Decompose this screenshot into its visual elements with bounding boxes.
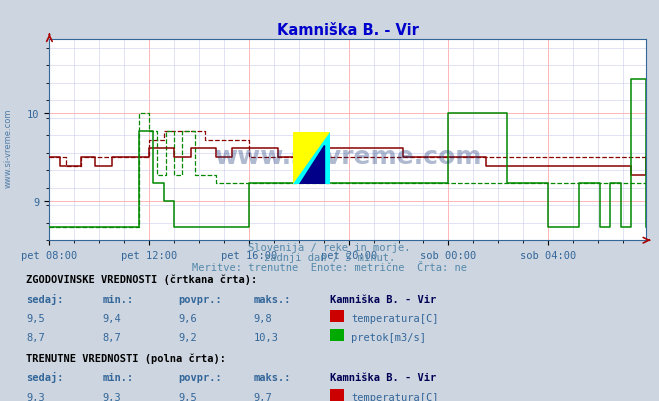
Text: 9,3: 9,3: [102, 392, 121, 401]
Text: ZGODOVINSKE VREDNOSTI (črtkana črta):: ZGODOVINSKE VREDNOSTI (črtkana črta):: [26, 274, 258, 285]
Text: Kamniška B. - Vir: Kamniška B. - Vir: [330, 373, 436, 383]
Text: povpr.:: povpr.:: [178, 294, 221, 304]
Text: 10,3: 10,3: [254, 332, 279, 342]
Text: 9,3: 9,3: [26, 392, 45, 401]
Text: min.:: min.:: [102, 294, 133, 304]
Text: 9,5: 9,5: [178, 392, 196, 401]
Text: maks.:: maks.:: [254, 294, 291, 304]
Text: Kamniška B. - Vir: Kamniška B. - Vir: [330, 294, 436, 304]
Text: pretok[m3/s]: pretok[m3/s]: [351, 332, 426, 342]
Text: zadnji dan / 5 minut.: zadnji dan / 5 minut.: [264, 253, 395, 263]
Text: temperatura[C]: temperatura[C]: [351, 392, 439, 401]
Polygon shape: [293, 132, 330, 184]
Text: sedaj:: sedaj:: [26, 372, 64, 383]
Polygon shape: [293, 132, 330, 184]
Text: TRENUTNE VREDNOSTI (polna črta):: TRENUTNE VREDNOSTI (polna črta):: [26, 353, 226, 363]
Polygon shape: [299, 145, 324, 184]
Text: 8,7: 8,7: [102, 332, 121, 342]
Text: www.si-vreme.com: www.si-vreme.com: [3, 109, 13, 188]
Text: Meritve: trenutne  Enote: metrične  Črta: ne: Meritve: trenutne Enote: metrične Črta: …: [192, 263, 467, 273]
Text: 9,5: 9,5: [26, 313, 45, 323]
Text: www.si-vreme.com: www.si-vreme.com: [214, 144, 481, 168]
Text: 8,7: 8,7: [26, 332, 45, 342]
Text: temperatura[C]: temperatura[C]: [351, 313, 439, 323]
Text: 9,2: 9,2: [178, 332, 196, 342]
Text: 9,7: 9,7: [254, 392, 272, 401]
Title: Kamniška B. - Vir: Kamniška B. - Vir: [277, 22, 418, 38]
Text: 9,4: 9,4: [102, 313, 121, 323]
Text: povpr.:: povpr.:: [178, 373, 221, 383]
Text: min.:: min.:: [102, 373, 133, 383]
Text: sedaj:: sedaj:: [26, 293, 64, 304]
Text: 9,8: 9,8: [254, 313, 272, 323]
Text: Slovenija / reke in morje.: Slovenija / reke in morje.: [248, 243, 411, 253]
Text: maks.:: maks.:: [254, 373, 291, 383]
Text: 9,6: 9,6: [178, 313, 196, 323]
